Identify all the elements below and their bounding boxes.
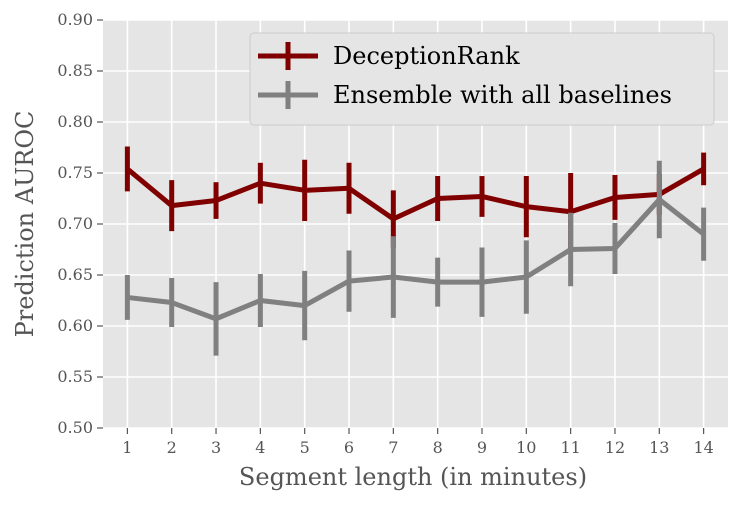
data-point [525, 206, 527, 208]
x-tick-label: 13 [649, 438, 669, 457]
data-point [259, 300, 261, 301]
legend-box [249, 32, 715, 126]
y-tick-label: 0.75 [57, 163, 93, 182]
data-point [215, 200, 217, 202]
data-point [392, 218, 394, 220]
data-point [348, 187, 350, 189]
data-point [437, 198, 439, 199]
y-tick-label: 0.65 [57, 265, 93, 284]
data-point [570, 249, 572, 250]
series-line [127, 197, 706, 322]
data-point [215, 318, 217, 320]
data-point [348, 280, 350, 282]
y-tick-label: 0.70 [57, 214, 93, 233]
data-point [126, 168, 128, 170]
x-tick-label: 8 [433, 438, 443, 457]
x-tick-label: 1 [122, 438, 132, 457]
series-line [125, 166, 705, 222]
data-point [259, 182, 261, 184]
x-tick-label: 10 [516, 438, 536, 457]
data-point [525, 276, 527, 278]
data-point [703, 168, 705, 170]
series-ensemble [124, 160, 707, 356]
data-point [614, 247, 616, 249]
data-point [304, 305, 306, 307]
legend: DeceptionRank Ensemble with all baseline… [249, 32, 715, 126]
data-point [658, 199, 660, 201]
x-tick-label: 12 [605, 438, 625, 457]
x-tick-label: 3 [211, 438, 221, 457]
x-tick-label: 7 [388, 438, 398, 457]
data-point [392, 276, 394, 278]
legend-item-ensemble: Ensemble with all baselines [258, 81, 672, 109]
data-point [304, 189, 306, 191]
x-tick-label: 14 [693, 438, 713, 457]
x-axis-label: Segment length (in minutes) [239, 463, 587, 491]
y-axis-label: Prediction AUROC [11, 111, 39, 338]
x-tick-label: 9 [477, 438, 487, 457]
legend-item-deceptionrank: DeceptionRank [258, 42, 520, 70]
data-point [437, 281, 439, 283]
y-tick-label: 0.60 [57, 316, 93, 335]
y-axis: 0.50 0.55 0.60 0.65 0.70 0.75 0.80 0.85 0.90 [57, 10, 103, 437]
x-axis: 1 2 3 4 5 6 7 8 9 10 11 12 13 14 [122, 428, 714, 457]
x-tick-label: 2 [167, 438, 177, 457]
x-tick-label: 6 [344, 438, 354, 457]
series-deceptionrank [124, 146, 707, 251]
y-tick-label: 0.50 [57, 418, 93, 437]
x-tick-label: 5 [300, 438, 310, 457]
y-tick-label: 0.90 [57, 10, 93, 29]
series-layer [124, 146, 707, 356]
data-point [171, 302, 173, 304]
data-point [703, 233, 705, 235]
data-point [570, 211, 572, 213]
data-point [126, 296, 128, 298]
x-tick-label: 11 [560, 438, 580, 457]
data-point [481, 281, 483, 283]
y-tick-label: 0.55 [57, 367, 93, 386]
data-point [614, 196, 616, 198]
data-point [481, 195, 483, 197]
y-tick-label: 0.80 [57, 112, 93, 131]
y-tick-label: 0.85 [57, 61, 93, 80]
data-point [171, 205, 173, 207]
legend-label-deceptionrank: DeceptionRank [333, 42, 520, 70]
legend-label-ensemble: Ensemble with all baselines [333, 81, 672, 109]
x-tick-label: 4 [255, 438, 265, 457]
